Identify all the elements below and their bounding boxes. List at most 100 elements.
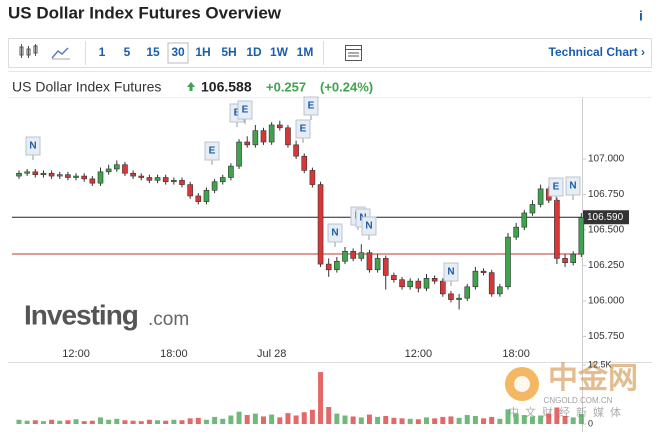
volume-bar <box>179 420 185 424</box>
candle-body <box>203 189 210 202</box>
event-label[interactable]: E <box>209 146 216 157</box>
event-label[interactable]: E <box>308 101 315 112</box>
volume-bar <box>415 419 421 424</box>
volume-bar <box>155 420 161 424</box>
y-tick-label: 106.750 <box>588 189 625 200</box>
volume-bar <box>497 418 503 424</box>
logo-brand: Investing <box>24 299 138 330</box>
interval-selected <box>167 42 189 64</box>
candle-body <box>334 260 340 271</box>
interval-button[interactable]: 1H <box>195 45 210 59</box>
volume-bar <box>570 417 576 424</box>
volume-bar <box>228 415 234 424</box>
candle-body <box>276 124 283 129</box>
event-flag <box>361 216 377 236</box>
event-label[interactable]: E <box>553 182 560 193</box>
table-icon[interactable] <box>345 45 362 61</box>
y-tick-label: 106.000 <box>588 296 625 307</box>
candle-body <box>439 280 446 295</box>
volume-bar <box>301 412 307 424</box>
change: +0.257 <box>266 79 306 94</box>
y-tick-label: 107.000 <box>588 154 625 165</box>
interval-button[interactable]: 1D <box>246 45 262 59</box>
event-label[interactable]: N <box>447 267 454 278</box>
toolbar <box>8 38 652 68</box>
technical-chart-link[interactable]: Technical Chart › <box>549 45 645 59</box>
volume-bar <box>98 417 103 424</box>
volume-bar <box>366 414 372 424</box>
price-tag-bg <box>583 210 629 225</box>
volume-bar <box>285 413 291 424</box>
event-label[interactable]: N <box>569 181 576 192</box>
candle-body <box>171 180 177 183</box>
event-flag <box>327 223 343 243</box>
interval-button[interactable]: 5 <box>124 45 131 59</box>
event-flag <box>548 177 564 197</box>
candle-body <box>146 177 153 181</box>
volume-bar <box>350 416 356 424</box>
interval-button[interactable]: 1 <box>99 45 106 59</box>
event-label[interactable]: N <box>331 228 338 239</box>
candle-body <box>211 181 218 191</box>
candle-icon[interactable] <box>19 44 38 58</box>
volume-bar <box>236 411 242 424</box>
instrument-name: US Dollar Index Futures <box>12 79 161 95</box>
event-flag <box>565 176 581 196</box>
price: 106.588 <box>201 79 252 95</box>
volume-bar <box>456 417 462 424</box>
volume-bar <box>407 418 413 424</box>
y-tick-label: 106.500 <box>588 225 625 236</box>
candle-body <box>260 130 267 143</box>
interval-button[interactable]: 15 <box>146 45 160 59</box>
candle-body <box>488 272 495 295</box>
candle-body <box>228 165 234 178</box>
x-tick-label: 18:00 <box>502 348 530 360</box>
volume-bar <box>81 421 87 424</box>
title: US Dollar Index Futures Overview <box>8 3 282 22</box>
price-tag: 106.590 <box>587 212 624 223</box>
candle-body <box>554 199 560 259</box>
volume-bar <box>57 420 63 424</box>
info-icon[interactable]: i <box>639 8 643 24</box>
interval-button[interactable]: 30 <box>171 45 185 59</box>
volume-bar <box>578 414 584 424</box>
watermark-name: 中金网 <box>548 361 638 395</box>
interval-button[interactable]: 5H <box>221 45 236 59</box>
event-label[interactable]: N <box>365 221 372 232</box>
candle-body <box>179 180 185 185</box>
volume-bar <box>138 421 144 424</box>
candle-body <box>342 251 348 262</box>
candle-body <box>187 184 193 197</box>
candle-body <box>570 253 577 263</box>
interval-button[interactable]: 1W <box>270 45 289 59</box>
volume-bar <box>252 413 258 424</box>
volume-bar <box>529 416 535 424</box>
volume-bar <box>489 416 495 424</box>
line-icon[interactable] <box>51 47 69 59</box>
candle-body <box>162 177 169 183</box>
watermark-site: CNGOLD.COM.CN <box>544 396 613 405</box>
volume-bar <box>391 417 397 424</box>
candle-body <box>301 155 308 171</box>
interval-button[interactable]: 1M <box>297 45 314 59</box>
candle-body <box>24 171 30 174</box>
volume-bar <box>171 419 177 424</box>
candle-body <box>73 175 79 178</box>
candle-body <box>236 141 242 167</box>
candle-body <box>407 280 414 288</box>
candle-body <box>309 170 316 185</box>
event-label[interactable]: E <box>242 105 249 116</box>
candle-body <box>350 251 356 259</box>
volume-bar <box>195 417 201 424</box>
event-label[interactable]: N <box>29 141 36 152</box>
candle-body <box>472 270 479 288</box>
x-tick-label: 12:00 <box>62 348 90 360</box>
volume-bar <box>505 409 511 424</box>
event-label[interactable]: E <box>234 108 241 119</box>
volume-bar <box>220 418 226 424</box>
event-flag <box>204 141 220 161</box>
volume-bar <box>130 420 136 424</box>
candle-body <box>448 293 454 300</box>
event-label[interactable]: E <box>300 124 307 135</box>
